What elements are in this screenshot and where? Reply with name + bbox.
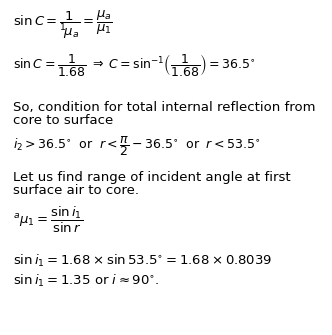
- Text: $\sin C = \dfrac{1}{{}^{1}\!\mu_{a}} = \dfrac{\mu_{a}}{\mu_{1}}$: $\sin C = \dfrac{1}{{}^{1}\!\mu_{a}} = \…: [13, 8, 113, 41]
- Text: Let us find range of incident angle at first: Let us find range of incident angle at f…: [13, 171, 291, 184]
- Text: $\sin i_1 = 1.68 \times \sin 53.5^{\circ} = 1.68 \times 0.8039$: $\sin i_1 = 1.68 \times \sin 53.5^{\circ…: [13, 253, 272, 269]
- Text: So, condition for total internal reflection from: So, condition for total internal reflect…: [13, 100, 316, 114]
- Text: $\sin C = \dfrac{1}{1.68} \;\Rightarrow\; C = \sin^{-1}\!\left(\dfrac{1}{1.68}\r: $\sin C = \dfrac{1}{1.68} \;\Rightarrow\…: [13, 52, 256, 78]
- Text: ${}^{a}\mu_{1} = \dfrac{\sin i_1}{\sin r}$: ${}^{a}\mu_{1} = \dfrac{\sin i_1}{\sin r…: [13, 204, 83, 234]
- Text: $\sin i_1 = 1.35$ or $i \approx 90^{\circ}.$: $\sin i_1 = 1.35$ or $i \approx 90^{\cir…: [13, 273, 160, 289]
- Text: surface air to core.: surface air to core.: [13, 184, 139, 197]
- Text: $i_2 > 36.5^{\circ}\;$ or $\; r < \dfrac{\pi}{2} - 36.5^{\circ}\;$ or $\; r < 53: $i_2 > 36.5^{\circ}\;$ or $\; r < \dfrac…: [13, 134, 260, 158]
- Text: core to surface: core to surface: [13, 114, 114, 127]
